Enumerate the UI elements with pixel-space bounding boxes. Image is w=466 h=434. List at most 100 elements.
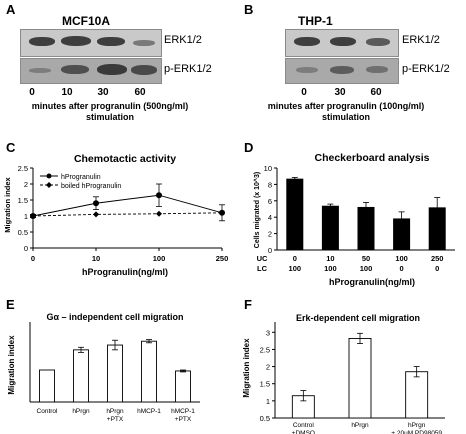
- data-point-boiled: [93, 211, 99, 218]
- chart-title: Checkerboard analysis: [315, 152, 430, 164]
- panel-a-title: MCF10A: [62, 14, 111, 28]
- y-axis-label: Migration index: [3, 176, 12, 232]
- lane-label: 10: [61, 87, 73, 98]
- data-point-hprogranulin: [30, 213, 36, 219]
- x-axis-label: hProgranulin(ng/ml): [329, 277, 415, 287]
- series-line-boiled: [32, 212, 223, 217]
- lc-label: 100: [289, 264, 302, 273]
- band: [133, 40, 155, 46]
- y-tick-label: 1: [266, 397, 270, 406]
- panel-a-blot-label-1: ERK1/2: [164, 34, 202, 46]
- panel-a-blot-label-2: p-ERK1/2: [164, 63, 212, 75]
- band: [97, 64, 127, 75]
- x-tick-label: hMCP-1: [137, 408, 161, 415]
- band: [296, 67, 318, 73]
- y-tick-label: 2.5: [260, 345, 270, 354]
- y-tick-label: 1.5: [260, 380, 270, 389]
- x-tick-label: hPrgn: [72, 408, 90, 415]
- bar: [393, 218, 411, 250]
- lane-label: 60: [370, 87, 382, 98]
- y-tick-label: 3: [266, 328, 270, 337]
- bar: [428, 207, 446, 250]
- data-point-hprogranulin: [156, 192, 162, 199]
- x-tick-label: hPrgn +PTX: [106, 408, 124, 423]
- panel-b-blot-label-1: ERK1/2: [402, 34, 440, 46]
- uc-label: 100: [395, 254, 408, 263]
- legend-marker-1: [46, 173, 52, 179]
- band: [97, 37, 125, 46]
- bar: [405, 371, 429, 419]
- y-tick-label: 2.5: [18, 164, 28, 173]
- chart-title: Chemotactic activity: [74, 153, 176, 165]
- bar: [73, 349, 89, 403]
- band: [61, 65, 89, 74]
- band: [131, 65, 157, 75]
- lc-label: 100: [324, 264, 337, 273]
- x-tick-label: 250: [216, 254, 229, 263]
- band: [61, 36, 91, 46]
- x-tick-label: hMCP-1 +PTX: [171, 408, 195, 423]
- y-tick-label: 0.5: [260, 414, 270, 423]
- uc-label: 250: [431, 254, 444, 263]
- band: [29, 68, 51, 73]
- row-label-uc: UC: [257, 254, 268, 263]
- legend-label-2: boiled hProgranulin: [61, 183, 121, 190]
- panel-c-letter: C: [6, 140, 16, 155]
- band: [366, 66, 388, 73]
- perk-blot-b: [285, 58, 399, 84]
- lc-label: 100: [360, 264, 373, 273]
- data-point-hprogranulin: [219, 209, 225, 216]
- perk-blot-a: [20, 58, 162, 84]
- panel-e-letter: E: [6, 297, 15, 312]
- panel-b-letter: B: [244, 2, 254, 17]
- bar: [39, 369, 55, 403]
- lc-label: 0: [400, 264, 404, 273]
- x-tick-label: hPrgn + 20uM PD98059: [391, 422, 442, 434]
- panel-a-caption-1: minutes after progranulin (500ng/ml): [31, 101, 189, 111]
- y-axis-label: Migration index: [242, 338, 251, 398]
- y-tick-label: 2: [266, 363, 270, 372]
- bar: [141, 340, 157, 403]
- row-label-lc: LC: [257, 264, 268, 273]
- y-tick-label: 0: [268, 246, 272, 255]
- y-tick-label: 10: [264, 164, 272, 173]
- panel-a-letter: A: [6, 2, 16, 17]
- panel-d-letter: D: [244, 140, 254, 155]
- bar: [357, 206, 375, 250]
- legend-label-1: hProgranulin: [61, 174, 101, 181]
- x-tick-label: 0: [31, 254, 35, 263]
- band: [294, 37, 320, 46]
- y-tick-label: 0.5: [18, 228, 28, 237]
- panel-b-caption-1: minutes after progranulin (100ng/ml): [267, 101, 425, 111]
- y-tick-label: 2: [24, 180, 28, 189]
- uc-label: 0: [293, 254, 297, 263]
- chart-title: Erk-dependent cell migration: [296, 313, 420, 323]
- panel-b-caption-2: stimulation: [321, 112, 370, 122]
- y-tick-label: 1: [24, 212, 28, 221]
- data-point-hprogranulin: [93, 200, 99, 207]
- x-axis-label: hProgranulin(ng/ml): [82, 267, 168, 277]
- data-point-boiled: [156, 210, 162, 217]
- x-tick-label: hPrgn: [351, 422, 369, 429]
- band: [29, 37, 55, 46]
- bar: [321, 205, 339, 250]
- panel-a-caption-2: stimulation: [85, 112, 134, 122]
- panel-b-blot-label-2: p-ERK1/2: [402, 63, 450, 75]
- band: [366, 38, 390, 46]
- series-line-hprogranulin: [32, 194, 223, 217]
- lane-label: 30: [334, 87, 346, 98]
- erk-blot-b: [285, 29, 399, 57]
- y-axis-label: Cells migrated (x 10^3): [253, 172, 261, 248]
- y-tick-label: 1.5: [18, 196, 28, 205]
- lane-label: 30: [97, 87, 109, 98]
- y-tick-label: 4: [268, 213, 272, 222]
- y-tick-label: 8: [268, 180, 272, 189]
- uc-label: 10: [326, 254, 334, 263]
- bar: [107, 344, 123, 403]
- panel-f-letter: F: [244, 297, 252, 312]
- lane-label: 60: [134, 87, 146, 98]
- y-tick-label: 6: [268, 197, 272, 206]
- lc-label: 0: [435, 264, 439, 273]
- uc-label: 50: [362, 254, 370, 263]
